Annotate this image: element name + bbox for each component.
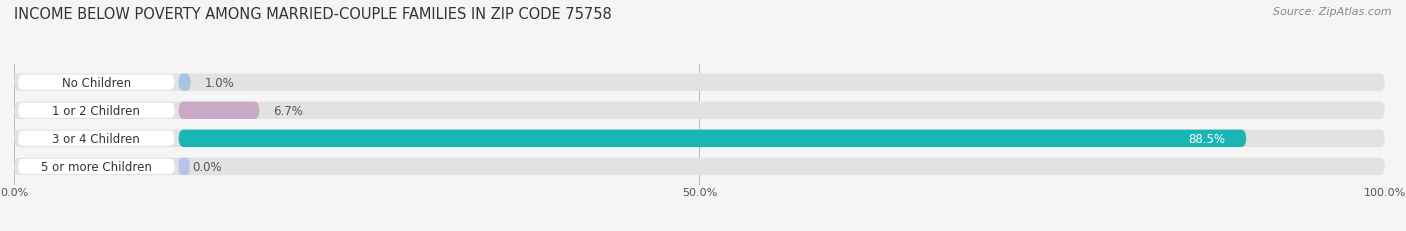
Text: Source: ZipAtlas.com: Source: ZipAtlas.com bbox=[1274, 7, 1392, 17]
FancyBboxPatch shape bbox=[18, 75, 174, 90]
FancyBboxPatch shape bbox=[179, 74, 191, 91]
Text: 88.5%: 88.5% bbox=[1188, 132, 1226, 145]
FancyBboxPatch shape bbox=[179, 102, 259, 119]
FancyBboxPatch shape bbox=[14, 158, 1385, 175]
Text: 6.7%: 6.7% bbox=[273, 104, 302, 117]
Text: 0.0%: 0.0% bbox=[193, 160, 222, 173]
FancyBboxPatch shape bbox=[14, 130, 1385, 147]
Text: 1.0%: 1.0% bbox=[204, 76, 233, 89]
FancyBboxPatch shape bbox=[18, 103, 174, 118]
FancyBboxPatch shape bbox=[14, 74, 1385, 91]
FancyBboxPatch shape bbox=[18, 131, 174, 146]
FancyBboxPatch shape bbox=[14, 102, 1385, 119]
Text: No Children: No Children bbox=[62, 76, 131, 89]
Text: 5 or more Children: 5 or more Children bbox=[41, 160, 152, 173]
Text: INCOME BELOW POVERTY AMONG MARRIED-COUPLE FAMILIES IN ZIP CODE 75758: INCOME BELOW POVERTY AMONG MARRIED-COUPL… bbox=[14, 7, 612, 22]
FancyBboxPatch shape bbox=[179, 158, 190, 175]
FancyBboxPatch shape bbox=[18, 159, 174, 174]
Text: 1 or 2 Children: 1 or 2 Children bbox=[52, 104, 141, 117]
Text: 3 or 4 Children: 3 or 4 Children bbox=[52, 132, 141, 145]
FancyBboxPatch shape bbox=[179, 130, 1246, 147]
